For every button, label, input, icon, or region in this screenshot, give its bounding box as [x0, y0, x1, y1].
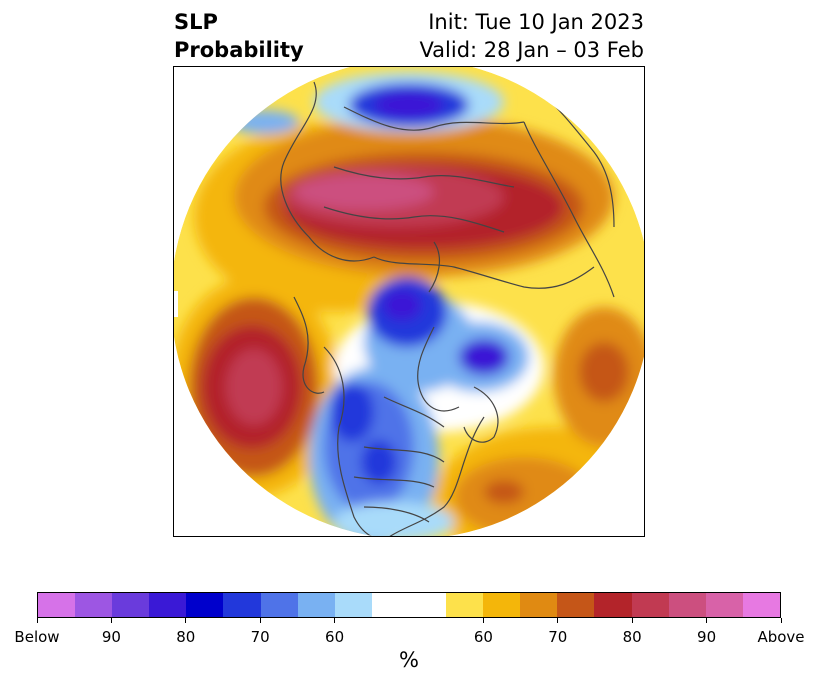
map-title-right: Init: Tue 10 Jan 2023 Valid: 28 Jan – 03… — [419, 8, 644, 64]
colorbar-cell-8 — [334, 593, 372, 617]
probability-map-svg — [174, 67, 644, 536]
colorbar-cell-11 — [446, 593, 484, 617]
colorbar-tick-mark — [334, 618, 336, 623]
colorbar-tick-mark — [259, 618, 261, 623]
colorbar-cell-0 — [38, 593, 76, 617]
colorbar-cell-1 — [75, 593, 113, 617]
colorbar-cell-17 — [668, 593, 706, 617]
colorbar-cell-6 — [260, 593, 298, 617]
colorbar-unit-label: % — [399, 648, 419, 672]
colorbar-cell-2 — [112, 593, 150, 617]
colorbar-tick-label: 70 — [548, 628, 568, 646]
colorbar-cell-15 — [594, 593, 632, 617]
colorbar-cell-10 — [408, 593, 447, 617]
colorbar-tick-mark — [36, 618, 38, 623]
colorbar-cell-12 — [483, 593, 521, 617]
colorbar — [37, 592, 781, 618]
colorbar-tick-label: Above — [757, 628, 805, 646]
colorbar-cell-14 — [557, 593, 595, 617]
colorbar-tick-label: 60 — [473, 628, 493, 646]
colorbar-tick-label: 80 — [622, 628, 642, 646]
colorbar-tick-label: 90 — [697, 628, 717, 646]
probability-shading — [174, 67, 644, 536]
colorbar-tick-mark — [706, 618, 708, 623]
colorbar-tick-label: 60 — [325, 628, 345, 646]
colorbar-cell-3 — [149, 593, 187, 617]
colorbar-cell-4 — [186, 593, 224, 617]
init-date: Init: Tue 10 Jan 2023 — [428, 10, 644, 34]
map-title-left: SLP Probability — [174, 8, 304, 64]
colorbar-cell-13 — [520, 593, 558, 617]
colorbar-cell-9 — [371, 593, 409, 617]
colorbar-tick-mark — [482, 618, 484, 623]
colorbar-tick-label: 80 — [176, 628, 196, 646]
colorbar-tick-mark — [631, 618, 633, 623]
colorbar-tick-label: 70 — [250, 628, 270, 646]
colorbar-tick-label: 90 — [101, 628, 121, 646]
title-type: Probability — [174, 38, 304, 62]
colorbar-tick-mark — [185, 618, 187, 623]
colorbar-cell-16 — [631, 593, 669, 617]
coastline-lines — [280, 81, 615, 536]
colorbar-cell-19 — [742, 593, 780, 617]
title-variable: SLP — [174, 10, 218, 34]
valid-range: Valid: 28 Jan – 03 Feb — [419, 38, 644, 62]
colorbar-cell-7 — [297, 593, 335, 617]
colorbar-cell-18 — [705, 593, 743, 617]
colorbar-tick-mark — [780, 618, 782, 623]
polar-map — [173, 66, 645, 537]
colorbar-tick-mark — [110, 618, 112, 623]
colorbar-cell-5 — [223, 593, 261, 617]
colorbar-tick-label: Below — [14, 628, 60, 646]
colorbar-tick-mark — [557, 618, 559, 623]
